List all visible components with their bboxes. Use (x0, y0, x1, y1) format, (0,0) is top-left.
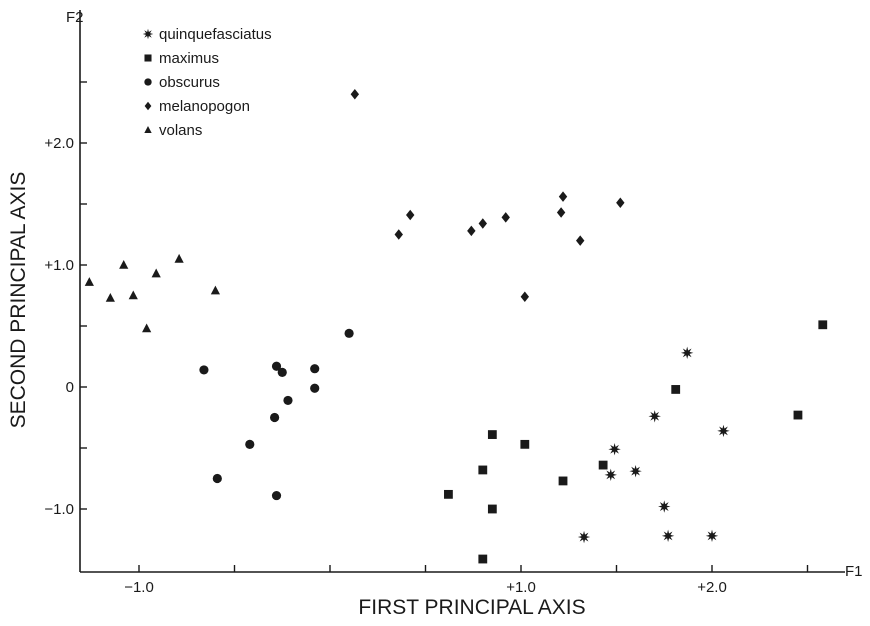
point-quinquefasciatus (717, 424, 730, 438)
point-quinquefasciatus (658, 500, 671, 513)
point-obscurus (310, 383, 320, 393)
y-tick-label: 0 (66, 379, 74, 396)
x-tick-label: +1.0 (506, 579, 536, 596)
point-volans (119, 260, 129, 269)
point-quinquefasciatus (608, 443, 621, 456)
series-quinquefasciatus (577, 346, 730, 544)
point-melanopogon (520, 291, 530, 302)
point-quinquefasciatus (604, 468, 617, 482)
point-obscurus (212, 473, 222, 484)
point-melanopogon (394, 229, 403, 240)
y-tick-label: +1.0 (44, 257, 74, 274)
x-axis-label: FIRST PRINCIPAL AXIS (358, 596, 585, 619)
point-volans (128, 290, 138, 300)
point-quinquefasciatus (577, 530, 591, 544)
series-maximus (444, 320, 828, 564)
axes (79, 10, 845, 573)
y-axis-name: F2 (66, 9, 84, 26)
point-quinquefasciatus (661, 529, 675, 543)
series-volans (84, 253, 220, 333)
point-obscurus (245, 439, 255, 449)
point-volans (84, 277, 94, 286)
legend: quinquefasciatus maximus obscurus melanopog… (142, 26, 272, 139)
legend-label-melanopogon: melanopogon (159, 98, 250, 115)
point-obscurus (270, 412, 280, 423)
point-melanopogon (501, 212, 510, 223)
point-obscurus (310, 364, 320, 374)
point-volans (174, 253, 184, 263)
y-axis-label: SECOND PRINCIPAL AXIS (7, 172, 30, 429)
point-melanopogon (350, 88, 360, 100)
legend-label-quinquefasciatus: quinquefasciatus (159, 26, 272, 43)
point-melanopogon (576, 235, 585, 246)
point-maximus (520, 439, 530, 449)
legend-marker-obscurus (144, 78, 152, 86)
point-obscurus (271, 361, 282, 371)
point-maximus (598, 460, 608, 470)
legend-marker-maximus (144, 54, 152, 62)
point-maximus (793, 410, 803, 420)
point-volans (142, 323, 152, 333)
point-melanopogon (616, 197, 625, 209)
point-maximus (671, 385, 681, 394)
legend-label-maximus: maximus (159, 50, 219, 67)
point-quinquefasciatus (680, 346, 694, 360)
point-quinquefasciatus (648, 410, 661, 423)
y-tick-label: +2.0 (44, 135, 74, 152)
x-tick-label: +2.0 (697, 579, 727, 596)
x-axis-name: F1 (845, 563, 863, 580)
point-melanopogon (467, 225, 476, 237)
ticks: −1.0 +1.0 +2.0 +2.0 +1.0 0 −1.0 (44, 81, 809, 596)
legend-marker-volans (144, 126, 152, 134)
point-maximus (818, 320, 828, 330)
point-volans (151, 268, 161, 278)
point-quinquefasciatus (705, 529, 719, 543)
point-maximus (478, 465, 488, 475)
point-obscurus (283, 395, 293, 406)
point-melanopogon (556, 207, 566, 218)
point-melanopogon (406, 209, 415, 221)
point-maximus (478, 554, 488, 564)
data-points (84, 88, 828, 564)
y-tick-label: −1.0 (44, 501, 74, 518)
axis-labels: FIRST PRINCIPAL AXIS SECOND PRINCIPAL AX… (7, 9, 863, 619)
point-maximus (444, 489, 453, 499)
point-volans (210, 285, 220, 295)
legend-marker-melanopogon (144, 101, 152, 111)
point-melanopogon (558, 191, 568, 202)
point-obscurus (271, 490, 282, 501)
legend-marker-quinquefasciatus (142, 28, 154, 40)
legend-label-obscurus: obscurus (159, 74, 220, 91)
point-obscurus (344, 328, 354, 338)
point-obscurus (277, 367, 287, 377)
point-maximus (487, 504, 497, 514)
point-volans (105, 292, 115, 302)
legend-label-volans: volans (159, 122, 202, 139)
point-quinquefasciatus (629, 464, 642, 478)
series-melanopogon (350, 88, 625, 302)
x-tick-label: −1.0 (124, 579, 154, 596)
point-melanopogon (478, 218, 487, 229)
point-maximus (558, 476, 568, 486)
point-maximus (487, 430, 497, 439)
point-obscurus (199, 365, 209, 375)
series-obscurus (199, 328, 354, 501)
